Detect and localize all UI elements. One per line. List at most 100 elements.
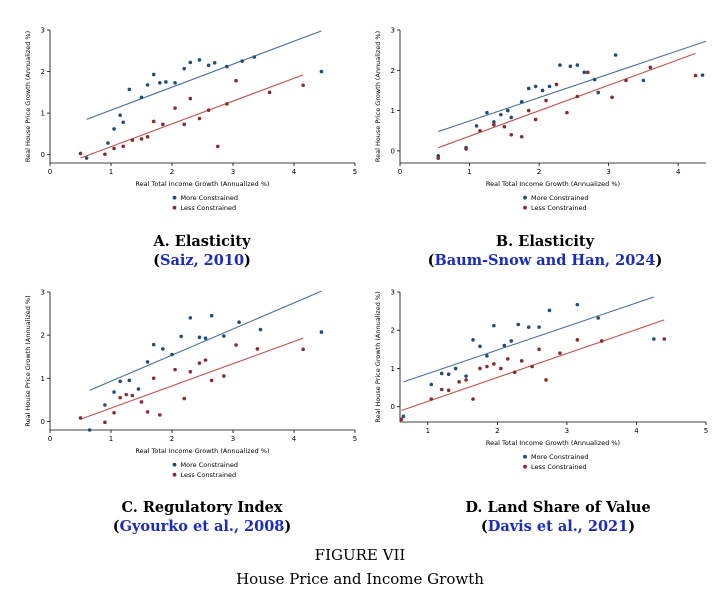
point-less-constrained	[121, 144, 125, 149]
x-tick-label: 2	[495, 427, 499, 435]
point-more-constrained	[505, 108, 510, 113]
point-less-constrained	[103, 152, 107, 157]
panel-b-caption: B. Elasticity (Baum-Snow and Han, 2024)	[400, 232, 690, 270]
point-less-constrained	[429, 397, 434, 401]
point-less-constrained	[530, 364, 534, 369]
x-tick-label: 4	[292, 435, 297, 443]
point-less-constrained	[464, 378, 468, 382]
chart-panel-b: 0 1 2 3 4 0 1 2 3 Real Total Income Growth (Annua…	[374, 27, 707, 212]
x-tick-label: 3	[231, 435, 235, 443]
point-less-constrained	[499, 366, 503, 371]
point-less-constrained	[182, 396, 186, 401]
point-more-constrained	[164, 80, 168, 84]
panel-d-caption-open: (	[480, 518, 488, 535]
x-tick-label: 4	[292, 168, 297, 176]
legend-label-less: Less Constrained	[181, 471, 237, 479]
legend-label-less: Less Constrained	[531, 463, 587, 471]
point-less-constrained	[209, 378, 214, 383]
panel-d-caption: D. Land Share of Value (Davis et al., 20…	[408, 498, 708, 536]
point-more-constrained	[471, 337, 475, 342]
point-less-constrained	[139, 137, 144, 141]
point-more-constrained	[547, 84, 552, 89]
point-less-constrained	[558, 351, 562, 355]
panel-c-citation-link[interactable]: Gyourko et al., 2008	[119, 518, 285, 535]
point-less-constrained	[457, 380, 461, 384]
point-more-constrained	[127, 378, 132, 383]
legend-marker-more	[523, 195, 527, 200]
point-less-constrained	[161, 122, 165, 127]
point-more-constrained	[596, 90, 601, 95]
point-more-constrained	[203, 336, 208, 340]
point-less-constrained	[478, 366, 482, 371]
point-more-constrained	[592, 77, 597, 82]
legend-marker-less	[523, 205, 527, 210]
point-less-constrained	[533, 117, 538, 122]
point-less-constrained	[188, 96, 193, 101]
point-less-constrained	[301, 347, 305, 352]
legend-label-less: Less Constrained	[531, 204, 587, 212]
point-more-constrained	[492, 323, 496, 328]
point-less-constrained	[222, 374, 226, 378]
point-more-constrained	[170, 352, 174, 357]
point-less-constrained	[439, 387, 444, 392]
x-axis-title: Real Total Income Growth (Annualized %)	[486, 180, 620, 188]
panel-d-caption-title: D. Land Share of Value	[465, 499, 651, 516]
panel-d-citation-link[interactable]: Davis et al., 2021	[487, 518, 629, 535]
point-less-constrained	[502, 124, 507, 129]
point-more-constrained	[641, 78, 646, 83]
point-less-constrained	[544, 98, 548, 103]
y-tick-label: 1	[41, 375, 45, 383]
point-less-constrained	[492, 122, 496, 127]
y-tick-label: 3	[391, 289, 395, 297]
point-more-constrained	[188, 316, 193, 320]
point-more-constrained	[145, 83, 150, 87]
panel-c-caption: C. Regulatory Index (Gyourko et al., 200…	[52, 498, 352, 536]
point-less-constrained	[197, 116, 202, 121]
point-less-constrained	[471, 397, 475, 401]
panel-a-citation-link[interactable]: Saiz, 2010	[159, 252, 245, 269]
point-more-constrained	[158, 80, 162, 85]
point-less-constrained	[485, 364, 489, 369]
point-less-constrained	[505, 357, 510, 361]
point-more-constrained	[118, 379, 122, 384]
point-less-constrained	[544, 378, 548, 382]
fit-line-more-constrained	[403, 296, 655, 383]
point-more-constrained	[103, 403, 107, 407]
point-more-constrained	[319, 69, 324, 74]
point-more-constrained	[151, 342, 156, 347]
point-less-constrained	[112, 146, 116, 151]
x-tick-label: 3	[565, 427, 569, 435]
y-tick-label: 2	[41, 332, 45, 340]
point-less-constrained	[519, 135, 524, 139]
panel-a-caption-close: )	[244, 252, 251, 269]
panel-b-citation-link[interactable]: Baum-Snow and Han, 2024	[434, 252, 656, 269]
point-less-constrained	[575, 94, 580, 99]
point-more-constrained	[182, 66, 186, 71]
point-more-constrained	[258, 327, 263, 332]
legend-marker-less	[523, 464, 527, 469]
fit-line-less-constrained	[438, 52, 696, 149]
point-more-constrained	[575, 63, 580, 67]
y-axis-title: Real House Price Growth (Annualized %)	[374, 291, 382, 422]
point-less-constrained	[537, 347, 541, 352]
y-tick-label: 1	[391, 365, 395, 373]
point-more-constrained	[121, 120, 125, 125]
point-less-constrained	[234, 78, 238, 83]
point-less-constrained	[509, 132, 514, 137]
point-less-constrained	[151, 119, 156, 124]
point-more-constrained	[188, 60, 193, 65]
panel-a-caption-open: (	[153, 252, 160, 269]
point-more-constrained	[446, 372, 451, 377]
point-less-constrained	[478, 128, 482, 133]
chart-panel-d: 1 2 3 4 5 0 1 2 3 Real Total Income Growth (Annua…	[374, 289, 708, 472]
figure-label: FIGURE VII	[314, 546, 406, 564]
legend-label-less: Less Constrained	[181, 204, 237, 212]
point-more-constrained	[558, 63, 562, 67]
point-less-constrained	[234, 343, 238, 347]
point-more-constrained	[537, 325, 541, 329]
point-less-constrained	[554, 82, 559, 87]
point-less-constrained	[124, 392, 129, 397]
y-tick-label: 3	[391, 27, 395, 35]
chart-panel-c: 0 1 2 3 4 5 0 1 2 3 Real Total Income Growth (Annu…	[24, 289, 357, 480]
x-tick-label: 0	[48, 435, 52, 443]
